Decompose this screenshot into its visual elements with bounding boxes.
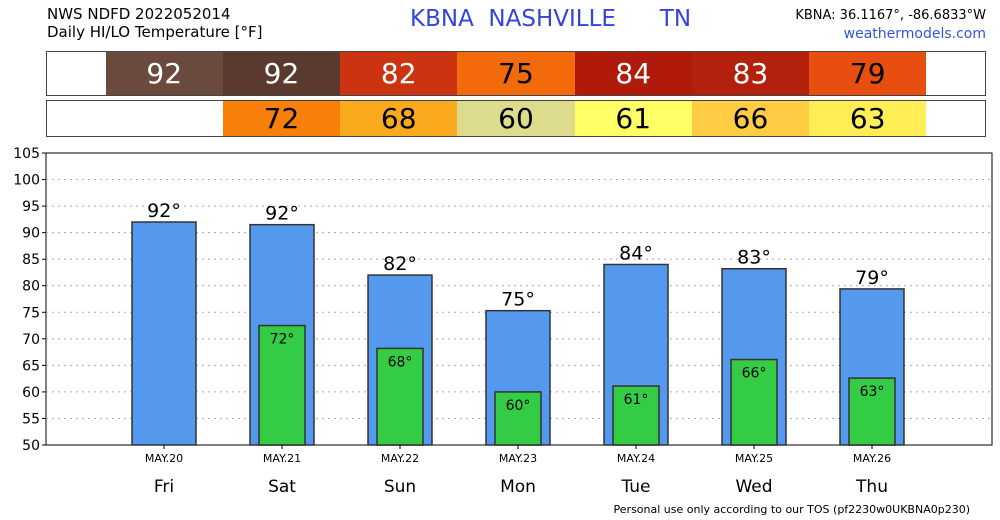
y-tick-label: 105 — [13, 146, 40, 162]
y-tick-label: 75 — [22, 305, 40, 321]
y-tick-label: 55 — [22, 411, 40, 427]
strip-padding — [47, 101, 106, 136]
day-label: Thu — [855, 477, 888, 497]
low-temp-cell: 66 — [691, 101, 810, 136]
low-temp-label: 60° — [506, 398, 531, 414]
station-coordinates: KBNA: 36.1167°, -86.6833°W — [795, 8, 986, 23]
high-temp-cell: 84 — [574, 52, 692, 95]
high-temp-label: 82° — [383, 253, 417, 275]
high-temp-label: 83° — [737, 247, 771, 269]
day-label: Tue — [620, 477, 650, 497]
low-temp-label: 68° — [388, 354, 413, 370]
low-temp-bar — [612, 385, 660, 446]
date-label: MAY.26 — [853, 452, 891, 465]
low-temp-bar — [848, 377, 896, 446]
y-tick-label: 100 — [13, 173, 40, 189]
low-temp-label: 63° — [860, 384, 885, 400]
low-temp-bar — [258, 324, 306, 446]
y-tick-label: 80 — [22, 279, 40, 295]
high-temp-label: 92° — [265, 203, 299, 225]
low-temp-bar — [730, 358, 778, 446]
temperature-bar-chart: 50 55 60 65 70 75 80 85 90 95 100 105 92° MAY.20 Fri 92… — [13, 146, 993, 497]
high-temp-label: 84° — [619, 242, 653, 264]
high-temp-bar — [131, 221, 197, 446]
strip-padding — [926, 101, 985, 136]
low-temp-cell: 68 — [340, 101, 458, 136]
day-label: Wed — [735, 477, 772, 497]
low-temp-cell: 63 — [809, 101, 927, 136]
low-temp-cell: 60 — [457, 101, 575, 136]
model-run-label: NWS NDFD 2022052014 — [47, 5, 231, 23]
day-label: Fri — [154, 477, 174, 497]
y-tick-label: 60 — [22, 385, 40, 401]
low-temp-label: 72° — [270, 332, 295, 348]
terms-footer: Personal use only according to our TOS (… — [613, 503, 970, 516]
site-link[interactable]: weathermodels.com — [843, 26, 986, 42]
y-tick-label: 95 — [22, 199, 40, 215]
date-label: MAY.20 — [145, 452, 183, 465]
low-temp-label: 61° — [624, 392, 649, 408]
high-temp-cell: 79 — [809, 52, 927, 95]
high-temp-label: 92° — [147, 200, 181, 222]
date-label: MAY.21 — [263, 452, 301, 465]
y-tick-label: 85 — [22, 252, 40, 268]
high-temp-cell: 75 — [457, 52, 575, 95]
low-temp-cell — [105, 101, 223, 136]
y-tick-label: 50 — [22, 438, 40, 454]
station-title: KBNA NASHVILLE TN — [410, 6, 692, 32]
high-temp-cell: 83 — [691, 52, 810, 95]
low-temperature-strip: 72 68 60 61 66 63 — [46, 100, 986, 137]
strip-padding — [47, 52, 106, 95]
high-temp-cell: 82 — [340, 52, 458, 95]
y-tick-label: 70 — [22, 332, 40, 348]
high-temp-cell: 92 — [222, 52, 341, 95]
chart-header-left: NWS NDFD 2022052014 Daily HI/LO Temperat… — [47, 5, 263, 41]
day-label: Sun — [384, 477, 416, 497]
chart-header-right: KBNA: 36.1167°, -86.6833°W weathermodels… — [795, 6, 986, 44]
high-temperature-strip: 92 92 82 75 84 83 79 — [46, 51, 986, 96]
high-temp-cell: 92 — [105, 52, 223, 95]
date-label: MAY.25 — [735, 452, 773, 465]
low-temp-label: 66° — [742, 366, 767, 382]
low-temp-bar — [494, 391, 542, 446]
low-temp-cell: 61 — [574, 101, 692, 136]
day-label: Sat — [268, 477, 296, 497]
high-temp-label: 79° — [855, 267, 889, 289]
y-tick-label: 65 — [22, 358, 40, 374]
high-temp-label: 75° — [501, 289, 535, 311]
y-tick-label: 90 — [22, 226, 40, 242]
day-label: Mon — [500, 477, 536, 497]
date-label: MAY.23 — [499, 452, 537, 465]
date-label: MAY.24 — [617, 452, 655, 465]
low-temp-cell: 72 — [222, 101, 341, 136]
product-label: Daily HI/LO Temperature [°F] — [47, 23, 263, 41]
date-label: MAY.22 — [381, 452, 419, 465]
strip-padding — [926, 52, 985, 95]
